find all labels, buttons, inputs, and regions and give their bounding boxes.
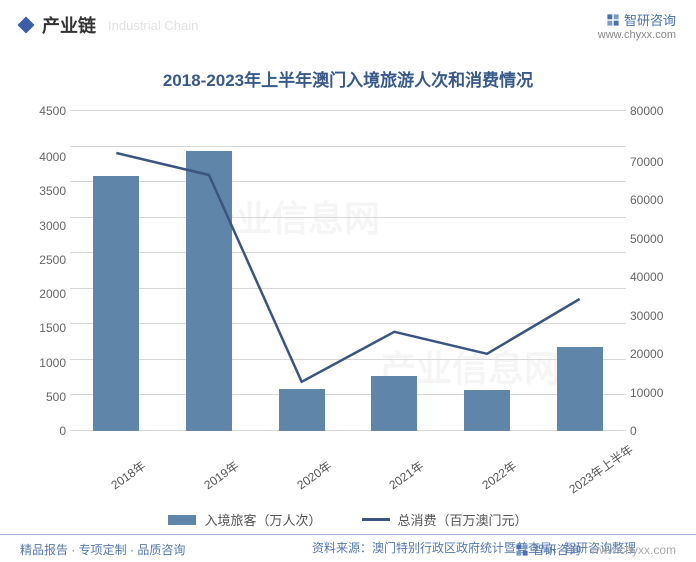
line-series: [70, 111, 626, 431]
brand-icon: [515, 543, 529, 557]
legend-item-line: 总消费（百万澳门元）: [362, 510, 528, 529]
section-subtitle: Industrial Chain: [108, 18, 198, 33]
footer-left: 精品报告 · 专项定制 · 品质咨询: [20, 541, 185, 558]
y-left-tick: 2000: [30, 288, 66, 300]
y-right-tick: 50000: [630, 233, 674, 245]
brand-name: 智研咨询: [624, 10, 676, 29]
legend-swatch-bar: [168, 515, 196, 525]
y-left-tick: 1500: [30, 322, 66, 334]
y-left-tick: 3500: [30, 185, 66, 197]
section-title: 产业链: [42, 12, 96, 38]
x-label: 2018年: [102, 457, 149, 497]
legend-label-bar: 入境旅客（万人次）: [204, 510, 321, 529]
y-axis-right: 8000070000600005000040000300002000010000…: [630, 111, 674, 431]
legend-item-bar: 入境旅客（万人次）: [168, 510, 321, 529]
x-label: 2021年: [380, 457, 427, 497]
y-axis-left: 450040003500300025002000150010005000: [30, 111, 66, 431]
y-left-tick: 500: [30, 391, 66, 403]
footer-brand-name: 智研咨询: [533, 541, 581, 558]
chart-legend: 入境旅客（万人次） 总消费（百万澳门元）: [30, 510, 666, 529]
y-right-tick: 30000: [630, 310, 674, 322]
chart-container: 2018-2023年上半年澳门入境旅游人次和消费情况 4500400035003…: [30, 66, 666, 556]
x-label: 2022年: [472, 457, 519, 497]
legend-label-line: 总消费（百万澳门元）: [398, 510, 528, 529]
x-axis-labels: 2018年2019年2020年2021年2022年2023年上半年: [70, 439, 626, 474]
y-right-tick: 60000: [630, 194, 674, 206]
y-left-tick: 3000: [30, 220, 66, 232]
plot-area: 450040003500300025002000150010005000 800…: [70, 111, 626, 431]
y-right-tick: 80000: [630, 105, 674, 117]
footer-brand-url: www.chyxx.com: [591, 543, 676, 557]
x-label: 2019年: [194, 457, 241, 497]
y-right-tick: 70000: [630, 156, 674, 168]
y-left-tick: 4500: [30, 105, 66, 117]
chart-title: 2018-2023年上半年澳门入境旅游人次和消费情况: [30, 66, 666, 91]
y-right-tick: 40000: [630, 271, 674, 283]
y-left-tick: 2500: [30, 254, 66, 266]
diamond-icon: [18, 17, 35, 34]
footer: 精品报告 · 专项定制 · 品质咨询 智研咨询 www.chyxx.com: [0, 534, 696, 558]
y-left-tick: 4000: [30, 151, 66, 163]
footer-brand: 智研咨询 www.chyxx.com: [515, 541, 676, 558]
brand-block: 智研咨询 www.chyxx.com: [598, 10, 676, 41]
legend-swatch-line: [362, 518, 390, 521]
y-left-tick: 0: [30, 425, 66, 437]
x-label: 2020年: [287, 457, 334, 497]
y-left-tick: 1000: [30, 357, 66, 369]
y-right-tick: 20000: [630, 348, 674, 360]
x-label: 2023年上半年: [565, 457, 612, 497]
brand-url: www.chyxx.com: [598, 29, 676, 41]
brand-icon: [606, 13, 620, 27]
section-header: 产业链 Industrial Chain 智研咨询 www.chyxx.com: [0, 0, 696, 46]
y-right-tick: 0: [630, 425, 674, 437]
y-right-tick: 10000: [630, 387, 674, 399]
